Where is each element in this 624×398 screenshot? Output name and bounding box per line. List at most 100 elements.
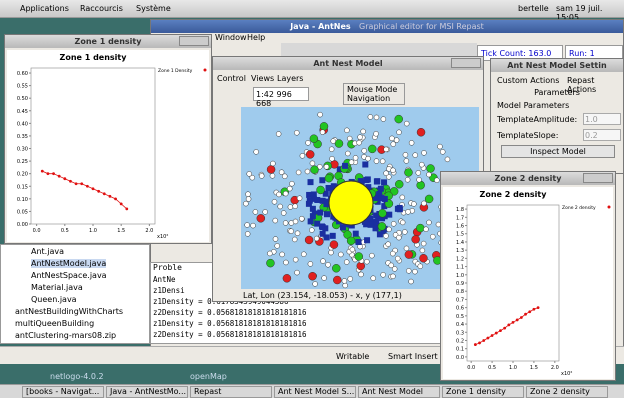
task-button[interactable]: Java - AntNestMo... (106, 386, 188, 398)
tree-item[interactable]: AntNestModel.java (31, 259, 107, 268)
param-value[interactable]: 0.2 (583, 129, 621, 141)
task-button[interactable]: Repast (190, 386, 272, 398)
agent (378, 209, 387, 218)
agent (394, 255, 401, 262)
data-point (486, 336, 490, 340)
data-point (69, 179, 72, 183)
agent (361, 218, 368, 225)
agent (336, 166, 343, 173)
y-tick-label: 0.7 (456, 297, 464, 303)
data-point (532, 307, 536, 311)
agent (373, 114, 380, 121)
agent (309, 227, 315, 233)
agent (308, 271, 317, 281)
agent (373, 212, 380, 219)
status: Lat, Lon (23.154, -18.053) - x, y (177,1… (243, 291, 402, 300)
simulation-view (241, 107, 479, 289)
task-button[interactable]: Zone 1 density (442, 386, 524, 398)
task-button[interactable]: [books - Navigat... (22, 386, 104, 398)
agent (366, 215, 373, 222)
tree-item[interactable]: antNestBuildingWithCharts (15, 307, 124, 316)
agent (415, 170, 422, 176)
tree-item[interactable]: multiQueenBuilding (15, 319, 95, 328)
x-tick-label: 2.0 (145, 228, 153, 234)
menu[interactable]: Layers (277, 74, 304, 83)
task-button[interactable]: Ant Nest Model (358, 386, 440, 398)
agent (244, 231, 251, 237)
y-tick-label: 0.55 (17, 84, 28, 90)
chart-window: Zone 2 density Zone 2 density 0.0 0.1 0.2 0.… (440, 171, 616, 381)
tree-item[interactable]: AntNestSpace.java (31, 271, 107, 280)
x-tick-label: 1.5 (530, 365, 538, 371)
agent (439, 149, 446, 155)
agent (349, 246, 356, 253)
x-tick-label: 1.5 (117, 228, 125, 234)
agent (357, 178, 364, 185)
chart-title: Zone 2 density (480, 190, 548, 199)
agent (324, 173, 334, 183)
agent (313, 235, 320, 242)
menu[interactable]: Système (136, 4, 171, 13)
x-tick-label: 0.0 (33, 228, 41, 234)
taskbar: [books - Navigat... Java - AntNestMo... Re… (0, 384, 624, 398)
agent (399, 219, 406, 226)
agent (373, 195, 380, 202)
tab[interactable]: Repast Actions (567, 76, 597, 94)
title: Zone 1 density (74, 37, 142, 46)
agent (272, 236, 279, 242)
task-button[interactable]: Zone 2 density (526, 386, 608, 398)
menu[interactable]: Applications (20, 4, 69, 13)
data-point (97, 189, 101, 193)
menu[interactable]: Control (217, 74, 246, 83)
nest (328, 180, 374, 226)
agent (346, 236, 356, 246)
agent (426, 164, 435, 173)
tree-item[interactable]: Material.java (31, 283, 83, 292)
tab[interactable]: Custom Actions (497, 76, 560, 85)
agent (390, 221, 397, 227)
tree-item[interactable]: Queen.java (31, 295, 77, 304)
agent (348, 159, 355, 165)
agent (317, 209, 324, 216)
agent (306, 191, 313, 198)
agent (344, 127, 350, 134)
agent (310, 195, 317, 202)
agent (342, 282, 348, 289)
x-tick-label: 0.5 (488, 365, 496, 371)
agent (373, 158, 380, 164)
y-tick-label: 1.3 (456, 248, 464, 254)
agent (383, 170, 389, 176)
menu[interactable]: Raccourcis (80, 4, 123, 13)
menu[interactable]: Help (247, 33, 266, 42)
tree-item[interactable]: antClustering-mars08.zip (15, 331, 117, 340)
agent (403, 120, 410, 127)
agent (309, 213, 316, 220)
agent (420, 240, 427, 247)
agent (352, 155, 359, 161)
scale[interactable]: 1:42 996 668 (253, 87, 309, 108)
agent (365, 155, 371, 162)
tree-item[interactable]: Ant.java (31, 247, 64, 256)
title-bar: Ant Nest Model (213, 57, 483, 70)
agent (367, 221, 374, 228)
agent (322, 190, 329, 197)
agent (393, 137, 400, 143)
agent (319, 230, 326, 237)
menu[interactable]: Window (215, 33, 247, 42)
desktop-label: netlogo-4.0.2 (50, 372, 104, 381)
top-panel: Applications Raccourcis Système bertelle… (0, 0, 624, 22)
button[interactable]: Inspect Model (501, 145, 615, 158)
desktop-label: openMap (190, 372, 227, 381)
agent (419, 247, 426, 254)
data-point (46, 172, 50, 176)
mouse-mode[interactable]: Mouse Mode Navigation (343, 83, 405, 105)
legend-marker (203, 68, 207, 72)
clock: sam 19 juil. 15:05 (556, 4, 603, 22)
title-bar: Ant Nest Model Settin (491, 59, 623, 72)
task-button[interactable]: Ant Nest Model S... (274, 386, 356, 398)
param-value[interactable]: 1.0 (583, 113, 621, 125)
agent (305, 150, 315, 159)
menu[interactable]: Views (251, 74, 275, 83)
agent (245, 191, 251, 197)
data-point (507, 323, 511, 327)
